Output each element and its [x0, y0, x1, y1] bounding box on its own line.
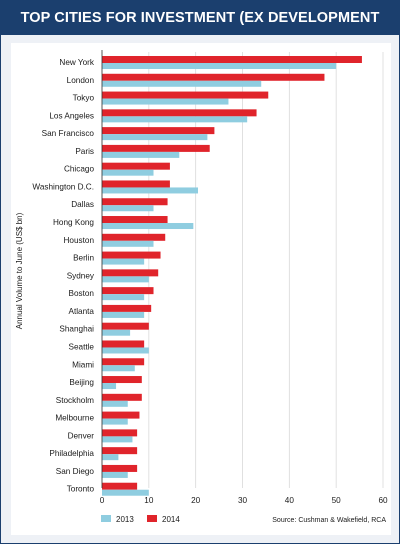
bar-2013-2: [102, 98, 229, 105]
category-label: Chicago: [64, 165, 94, 174]
bar-2013-9: [102, 223, 194, 230]
bar-2013-8: [102, 205, 154, 212]
bar-2014-23: [102, 464, 138, 472]
x-tick-label: 10: [144, 496, 154, 505]
bar-2014-13: [102, 287, 154, 295]
category-label: Shanghai: [59, 325, 94, 334]
bar-2014-11: [102, 251, 161, 259]
category-label: New York: [59, 58, 94, 67]
category-label: London: [67, 76, 95, 85]
category-label: Melbourne: [55, 414, 94, 423]
legend-label-2013: 2013: [116, 515, 134, 524]
category-label: Toronto: [67, 485, 95, 494]
bar-2014-22: [102, 447, 138, 455]
plot-background: [11, 43, 391, 535]
y-axis-label: Annual Volume to June (US$ bn): [15, 212, 24, 329]
bar-2014-12: [102, 269, 159, 277]
bar-2013-10: [102, 240, 154, 247]
category-label: Beijing: [69, 378, 94, 387]
category-label: San Francisco: [42, 129, 95, 138]
bar-2013-19: [102, 400, 128, 407]
category-label: Seattle: [69, 342, 95, 351]
bar-2013-4: [102, 134, 208, 141]
category-label: Berlin: [73, 254, 94, 263]
bar-2013-3: [102, 116, 248, 123]
category-label: Philadelphia: [49, 449, 94, 458]
category-label: Atlanta: [69, 307, 95, 316]
bar-2014-19: [102, 393, 142, 401]
category-label: Miami: [72, 360, 94, 369]
bar-2014-2: [102, 91, 269, 99]
category-label: Sydney: [67, 271, 95, 280]
category-label: Washington D.C.: [32, 182, 94, 191]
bar-2014-24: [102, 482, 138, 490]
bar-2013-15: [102, 329, 131, 336]
bar-2014-6: [102, 162, 170, 170]
bar-2014-16: [102, 340, 145, 348]
bar-2014-1: [102, 73, 325, 81]
bar-2014-15: [102, 322, 149, 330]
bar-2013-14: [102, 311, 145, 318]
legend-label-2014: 2014: [162, 515, 180, 524]
bar-2014-8: [102, 198, 168, 206]
bar-2013-6: [102, 169, 154, 176]
bar-2013-1: [102, 80, 262, 87]
bar-2013-13: [102, 294, 145, 301]
bar-2013-18: [102, 383, 117, 390]
category-label: Los Angeles: [49, 111, 94, 120]
bar-2013-17: [102, 365, 135, 372]
bar-2014-0: [102, 56, 362, 63]
bar-2014-7: [102, 180, 170, 188]
bar-2014-21: [102, 429, 138, 437]
category-label: Tokyo: [73, 94, 95, 103]
bar-2014-4: [102, 127, 215, 135]
x-tick-label: 30: [238, 496, 248, 505]
bar-2013-16: [102, 347, 149, 354]
bar-2014-20: [102, 411, 140, 419]
bar-2013-22: [102, 454, 119, 461]
category-label: Paris: [75, 147, 94, 156]
bar-2013-11: [102, 258, 145, 265]
category-label: Dallas: [71, 200, 94, 209]
source-note: Source: Cushman & Wakefield, RCA: [272, 517, 386, 524]
legend-swatch-2013: [101, 515, 111, 522]
legend-swatch-2014: [147, 515, 157, 522]
x-tick-label: 50: [332, 496, 342, 505]
bar-2013-21: [102, 436, 133, 443]
bar-2014-5: [102, 144, 210, 152]
bar-2013-23: [102, 471, 128, 478]
bar-2013-20: [102, 418, 128, 425]
x-tick-label: 60: [378, 496, 388, 505]
category-label: Denver: [68, 431, 95, 440]
x-tick-label: 40: [285, 496, 295, 505]
bar-2013-24: [102, 489, 149, 496]
bar-2014-3: [102, 109, 257, 117]
category-label: Boston: [69, 289, 95, 298]
category-label: Stockholm: [56, 396, 94, 405]
bar-2014-18: [102, 376, 142, 384]
bar-2013-12: [102, 276, 149, 283]
bar-2014-17: [102, 358, 145, 366]
x-tick-label: 0: [100, 496, 105, 505]
category-label: Houston: [64, 236, 95, 245]
category-label: San Diego: [56, 467, 95, 476]
bar-2014-14: [102, 304, 152, 312]
bar-2013-7: [102, 187, 199, 194]
bar-2013-5: [102, 151, 180, 158]
bar-2013-0: [102, 63, 337, 69]
x-tick-label: 20: [191, 496, 201, 505]
bar-2014-9: [102, 216, 168, 224]
bar-2014-10: [102, 233, 166, 241]
category-label: Hong Kong: [53, 218, 94, 227]
